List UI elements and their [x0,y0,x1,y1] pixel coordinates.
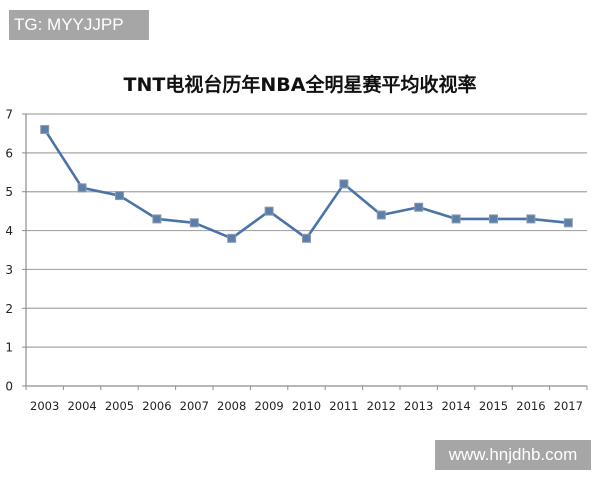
x-axis-ticks: 2003 2004 2005 2006 2007 2008 2009 2010 2011 2012… [30,399,583,413]
data-point-marker [451,214,461,224]
x-tick-label: 2013 [404,399,433,413]
x-tick-label: 2007 [180,399,209,413]
axes [22,113,588,390]
x-tick-label: 2016 [516,399,545,413]
data-point-marker [489,214,498,224]
x-tick-label: 2011 [329,399,358,413]
data-point-marker [77,183,87,193]
data-point-marker [302,233,311,243]
data-point-marker [152,214,162,224]
data-point-marker [264,206,274,216]
y-tick-label: 2 [5,302,13,316]
data-point-marker [414,202,424,212]
data-point-marker [227,233,237,243]
data-point-marker [526,214,536,224]
x-tick-label: 2003 [30,399,59,413]
data-point-marker [563,218,573,228]
y-tick-label: 3 [5,263,13,277]
watermark-bottom: www.hnjdhb.com [435,440,591,470]
x-tick-label: 2012 [367,399,396,413]
y-tick-label: 4 [5,224,13,238]
gridlines [26,113,587,348]
y-tick-label: 1 [5,341,13,355]
data-series [40,125,573,243]
data-point-marker [339,179,349,189]
y-tick-label: 0 [5,380,13,394]
watermark-top: TG: MYYJJPP [9,10,149,40]
x-tick-label: 2008 [217,399,246,413]
y-tick-label: 7 [5,108,13,122]
x-tick-label: 2006 [142,399,171,413]
x-tick-label: 2015 [479,399,508,413]
x-tick-label: 2014 [441,399,470,413]
y-tick-label: 5 [5,185,13,199]
x-tick-label: 2009 [254,399,283,413]
x-tick-label: 2005 [105,399,134,413]
chart-title: TNT电视台历年NBA全明星赛平均收视率 [123,74,477,96]
data-point-marker [40,125,50,135]
data-point-marker [376,210,386,220]
data-point-marker [115,191,124,201]
x-tick-label: 2010 [292,399,321,413]
y-axis-ticks: 0 1 2 3 4 5 6 7 [5,108,13,394]
y-tick-label: 6 [5,146,13,160]
x-tick-label: 2004 [67,399,96,413]
data-point-marker [189,218,199,228]
x-tick-label: 2017 [554,399,583,413]
